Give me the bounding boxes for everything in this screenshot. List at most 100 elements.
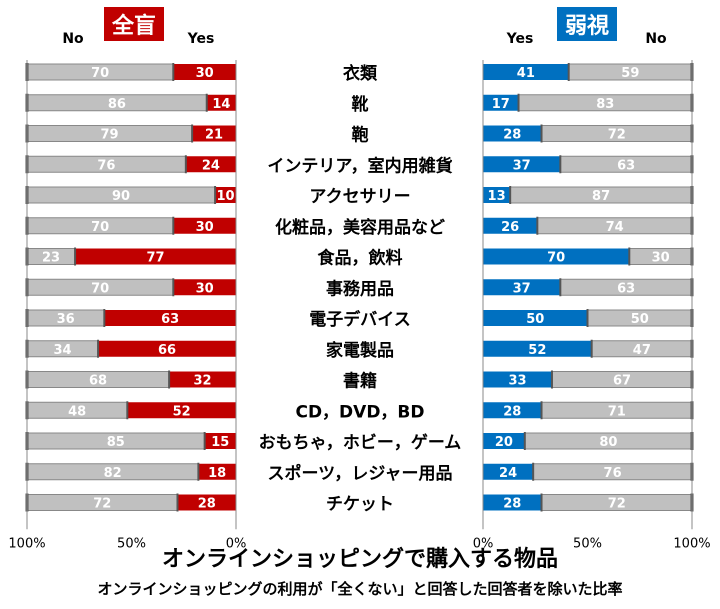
tick-label-blind: 100% [8, 536, 45, 551]
legend-no-blind: No [62, 31, 84, 47]
label-blind-no: 70 [91, 281, 109, 296]
category-label: チケット [326, 495, 394, 515]
label-lowvision-yes: 26 [501, 220, 519, 235]
bar-blind-yes [185, 156, 236, 173]
bar-lowvision-yes [483, 248, 630, 265]
bar-lowvision-yes [483, 340, 592, 357]
chart-title: オンラインショッピングで購入する物品 [162, 546, 558, 572]
bar-blind-yes [192, 125, 236, 142]
bar-lowvision-yes [483, 187, 511, 203]
label-blind-yes: 14 [212, 97, 230, 112]
label-lowvision-yes: 20 [495, 435, 513, 450]
label-lowvision-no: 71 [608, 404, 626, 419]
label-lowvision-no: 87 [592, 189, 610, 204]
bar-lowvision-yes [483, 64, 569, 80]
label-blind-yes: 24 [202, 158, 220, 173]
bar-lowvision-yes [483, 94, 519, 111]
bar-blind-yes [169, 371, 236, 388]
bar-lowvision-yes [483, 494, 542, 511]
bar-lowvision-yes [483, 310, 588, 326]
label-blind-yes: 15 [211, 435, 229, 450]
label-lowvision-yes: 28 [503, 128, 521, 143]
label-lowvision-no: 72 [608, 128, 626, 143]
label-lowvision-no: 80 [599, 435, 617, 450]
label-blind-no: 36 [57, 312, 75, 327]
label-blind-yes: 77 [146, 251, 164, 266]
label-lowvision-no: 63 [617, 281, 635, 296]
label-blind-yes: 66 [158, 343, 176, 358]
label-blind-no: 70 [91, 66, 109, 81]
label-lowvision-yes: 24 [499, 466, 517, 481]
label-blind-no: 23 [42, 251, 60, 266]
label-lowvision-yes: 50 [526, 312, 544, 327]
label-lowvision-yes: 37 [513, 158, 531, 173]
category-label: 靴 [352, 94, 369, 115]
panel-badge-low-vision [557, 7, 617, 41]
bar-lowvision-yes [483, 463, 534, 480]
bar-lowvision-yes [483, 217, 538, 234]
category-label: インテリア，室内用雑貨 [267, 155, 452, 176]
label-lowvision-no: 63 [617, 158, 635, 173]
bar-lowvision-yes [483, 156, 561, 173]
label-lowvision-no: 47 [633, 343, 651, 358]
label-blind-yes: 21 [205, 128, 223, 143]
label-blind-no: 90 [112, 189, 130, 204]
tick-label-blind: 0% [226, 536, 247, 551]
tick-label-low-vision: 100% [673, 536, 710, 551]
label-lowvision-yes: 17 [492, 97, 510, 112]
label-lowvision-no: 76 [604, 466, 622, 481]
label-blind-no: 85 [107, 435, 125, 450]
bar-blind-yes [215, 187, 236, 203]
label-blind-no: 70 [91, 220, 109, 235]
label-lowvision-no: 30 [652, 251, 670, 266]
label-lowvision-yes: 28 [503, 404, 521, 419]
category-label: 化粧品，美容用品など [275, 217, 445, 238]
bar-blind-yes [198, 463, 236, 480]
label-lowvision-yes: 52 [528, 343, 546, 358]
bar-lowvision-yes [483, 402, 542, 419]
label-lowvision-no: 59 [621, 66, 639, 81]
chart-subtitle: オンラインショッピングの利用が「全くない」と回答した回答者を除いた比率 [97, 580, 622, 598]
category-label: 電子デバイス [309, 309, 411, 330]
label-lowvision-no: 67 [613, 374, 631, 389]
category-label: 書籍 [343, 371, 377, 392]
label-lowvision-yes: 28 [503, 497, 521, 512]
label-blind-yes: 63 [161, 312, 179, 327]
bar-blind-yes [75, 248, 236, 265]
label-lowvision-no: 83 [596, 97, 614, 112]
tick-label-low-vision: 50% [573, 536, 602, 551]
bar-blind-yes [206, 94, 236, 111]
label-blind-no: 72 [93, 497, 111, 512]
bar-blind-yes [177, 494, 236, 511]
label-blind-yes: 28 [198, 497, 216, 512]
category-label: おもちゃ，ホビー，ゲーム [259, 432, 462, 453]
panel-badge-blind [104, 7, 164, 41]
tick-label-blind: 50% [117, 536, 146, 551]
bar-blind-yes [204, 433, 236, 449]
category-label: 家電製品 [326, 340, 394, 361]
bar-blind-yes [98, 340, 236, 357]
category-label: 事務用品 [326, 278, 394, 299]
bar-lowvision-yes [483, 125, 542, 142]
bar-lowvision-yes [483, 433, 525, 449]
bar-lowvision-yes [483, 371, 552, 388]
category-label: 衣類 [343, 63, 378, 84]
label-blind-yes: 18 [208, 466, 226, 481]
tick-label-low-vision: 0% [473, 536, 494, 551]
label-lowvision-no: 74 [606, 220, 624, 235]
legend-no-low-vision: No [645, 31, 667, 47]
label-blind-yes: 30 [196, 281, 214, 296]
category-label: 鞄 [352, 125, 369, 146]
category-label: アクセサリー [309, 187, 410, 207]
label-blind-no: 82 [104, 466, 122, 481]
label-blind-yes: 52 [173, 404, 191, 419]
category-label: スポーツ，レジャー用品 [268, 463, 453, 484]
panel-title-blind: 全盲 [111, 13, 156, 39]
bar-blind-yes [173, 64, 236, 80]
label-blind-no: 48 [68, 404, 86, 419]
label-blind-no: 34 [53, 343, 71, 358]
label-lowvision-no: 50 [631, 312, 649, 327]
category-label: CD，DVD，BD [295, 402, 424, 422]
label-blind-yes: 30 [196, 66, 214, 81]
label-blind-yes: 10 [217, 189, 235, 204]
